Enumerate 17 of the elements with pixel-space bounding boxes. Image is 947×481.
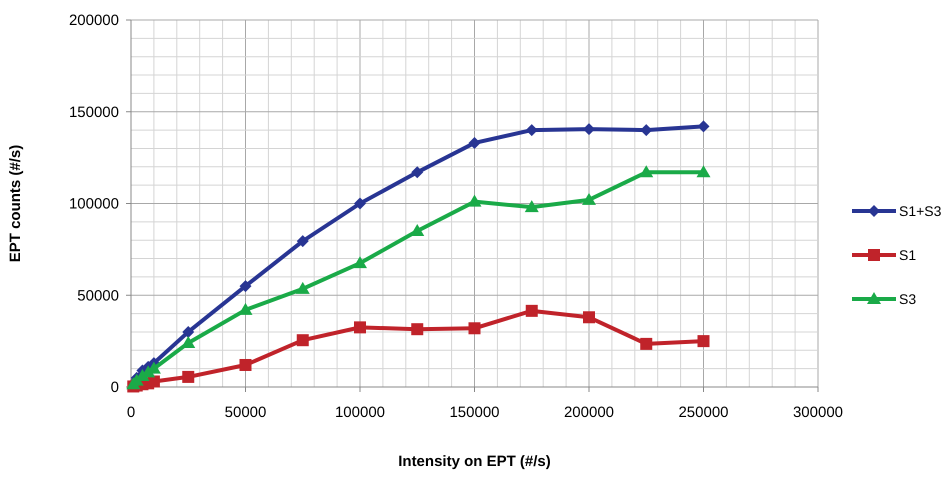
x-tick-label: 150000 [449,404,500,421]
x-axis-title: Intensity on EPT (#/s) [398,453,551,470]
y-tick-label: 150000 [68,104,119,121]
y-tick-label: 100000 [68,196,119,212]
legend-label: S3 [899,291,916,307]
y-tick-label: 0 [110,379,119,396]
x-tick-label: 0 [126,404,136,421]
x-tick-label: 100000 [334,404,386,421]
x-tick-label: 50000 [224,404,266,421]
y-tick-label: 50000 [77,287,119,304]
x-tick-label: 250000 [678,404,729,421]
y-axis-title: EPT counts (#/s) [7,144,24,262]
x-tick-label: 200000 [564,404,614,421]
legend-label: S1 [899,247,916,263]
legend-label: S1+S3 [899,203,942,219]
y-tick-label: 200000 [68,12,119,29]
x-tick-label: 300000 [792,404,844,421]
